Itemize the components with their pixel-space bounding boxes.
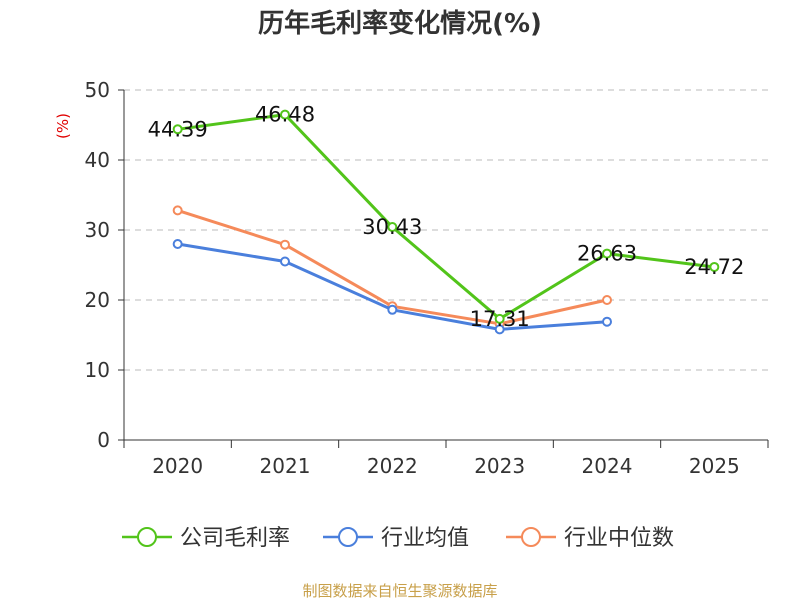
data-label: 46.48 xyxy=(255,103,315,127)
data-point xyxy=(602,248,612,259)
series-line xyxy=(177,242,608,331)
data-labels: 44.39 46.48 30.43 17.31 26.63 24.72 xyxy=(148,103,745,331)
data-point xyxy=(280,109,290,120)
x-tick-label: 2024 xyxy=(582,454,633,478)
y-axis-unit: (%) xyxy=(54,113,72,139)
data-label: 24.72 xyxy=(684,255,744,279)
data-label: 44.39 xyxy=(148,117,208,141)
legend-label: 行业均值 xyxy=(381,526,469,551)
y-tick-label: 30 xyxy=(85,218,110,242)
data-point xyxy=(172,239,183,249)
y-tick-label: 0 xyxy=(97,428,110,452)
data-label: 17.31 xyxy=(470,307,530,331)
y-tick-label: 50 xyxy=(85,78,110,102)
grid-lines xyxy=(124,89,768,371)
data-point xyxy=(709,261,720,272)
legend-label: 公司毛利率 xyxy=(180,526,290,551)
legend-item[interactable]: 公司毛利率 xyxy=(122,526,290,551)
legend-marker xyxy=(521,527,541,547)
x-tick-label: 2021 xyxy=(260,454,311,478)
legend-marker xyxy=(338,527,358,547)
data-point xyxy=(494,313,505,324)
data-point xyxy=(172,205,183,216)
data-point xyxy=(280,256,290,267)
data-point xyxy=(172,124,183,135)
series-line xyxy=(177,113,715,321)
x-tick-label: 2020 xyxy=(152,454,203,478)
legend[interactable]: 公司毛利率 行业均值 行业中位数 xyxy=(122,526,674,551)
x-tick-label: 2022 xyxy=(367,454,418,478)
legend-label: 行业中位数 xyxy=(564,526,674,551)
chart-title: 历年毛利率变化情况(%) xyxy=(258,8,542,39)
legend-item[interactable]: 行业中位数 xyxy=(506,526,674,551)
data-label: 30.43 xyxy=(362,215,422,239)
y-tick-label: 10 xyxy=(85,358,110,382)
x-tick-label: 2025 xyxy=(689,454,740,478)
legend-item[interactable]: 行业均值 xyxy=(323,526,469,551)
x-tick-label: 2023 xyxy=(474,454,525,478)
data-point xyxy=(280,239,290,250)
data-point xyxy=(387,304,398,315)
tick-labels: 0 10 20 30 40 50 2020 2021 2022 2023 2024 2025 xyxy=(85,78,740,478)
y-tick-label: 20 xyxy=(85,288,110,312)
data-point xyxy=(387,221,398,232)
data-point xyxy=(602,295,612,305)
axes xyxy=(118,89,769,448)
data-point xyxy=(494,324,505,335)
data-point xyxy=(602,316,612,327)
y-tick-label: 40 xyxy=(85,148,110,172)
data-label: 26.63 xyxy=(577,242,637,266)
legend-marker xyxy=(137,527,157,547)
source-note: 制图数据来自恒生聚源数据库 xyxy=(302,582,497,600)
series-lines xyxy=(172,109,720,335)
